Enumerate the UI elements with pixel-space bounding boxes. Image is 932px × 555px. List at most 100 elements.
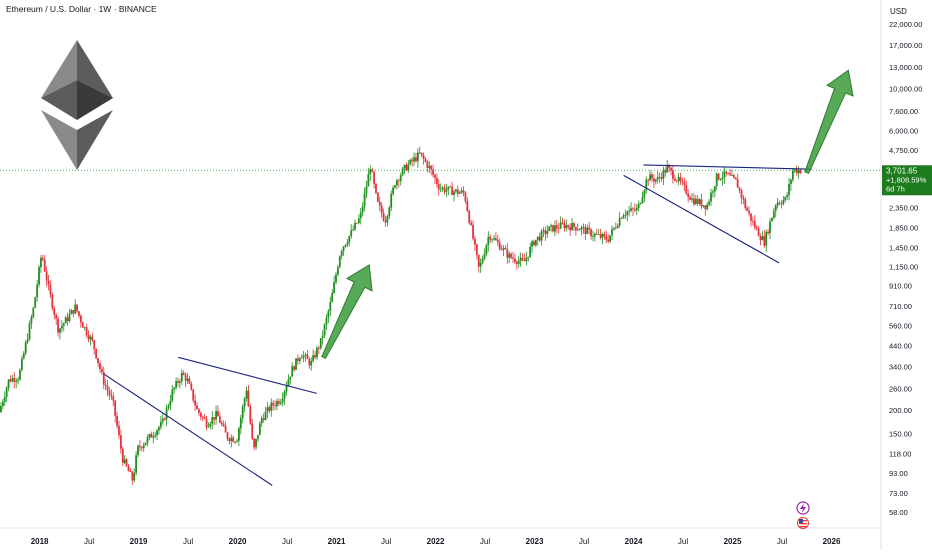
candle-body <box>213 417 216 420</box>
candle-body <box>736 179 739 188</box>
price-tick-label: 200.00 <box>889 406 912 415</box>
candle-body <box>664 170 667 173</box>
candle-body <box>742 197 745 200</box>
candle-body <box>186 378 189 381</box>
candle-body <box>184 374 187 381</box>
candle-body <box>586 227 589 234</box>
candle-body <box>74 304 77 314</box>
candle-body <box>175 381 177 388</box>
trendline[interactable] <box>178 356 317 394</box>
candle-body <box>59 328 61 333</box>
candle-body <box>386 216 389 223</box>
candle-body <box>289 376 292 380</box>
candle-body <box>470 222 473 225</box>
price-axis[interactable]: 22,000.00 17,000.00 13,000.00 10,000.00 7,60… <box>889 20 922 517</box>
candle-body <box>369 169 372 175</box>
candle-body <box>62 323 65 326</box>
candle-body <box>287 379 290 387</box>
candle-body <box>675 180 678 182</box>
candle-body <box>333 282 335 293</box>
time-axis[interactable]: 2018 Jul 2019 Jul 2020 Jul 2021 Jul 2022 Jul 2023 J… <box>31 537 841 546</box>
candle-body <box>222 424 225 427</box>
candle-body <box>340 251 343 257</box>
candle-body <box>112 396 115 401</box>
candle-body <box>487 236 490 246</box>
candle-body <box>679 177 682 182</box>
candle-body <box>91 336 94 341</box>
candle-body <box>708 201 711 205</box>
price-tick-label: 2,350.00 <box>889 204 918 213</box>
candle-body <box>384 220 387 223</box>
candle-body <box>624 214 627 216</box>
candle-body <box>51 294 54 309</box>
candle-body <box>24 342 27 354</box>
candle-body <box>734 177 737 180</box>
candle-body <box>681 181 684 182</box>
candle-body <box>765 231 768 246</box>
candle-body <box>123 459 126 463</box>
candle-body <box>198 409 200 413</box>
candle-body <box>774 205 777 212</box>
candle-body <box>687 193 690 198</box>
candle-body <box>253 438 256 448</box>
candle-body <box>717 173 720 180</box>
arrow-up-shape[interactable] <box>321 264 373 359</box>
candle-body <box>22 353 25 359</box>
candle-body <box>437 184 440 190</box>
candle-body <box>757 228 760 237</box>
candle-body <box>590 229 592 237</box>
price-tick-label: 4,750.00 <box>889 146 918 155</box>
trendline[interactable] <box>643 164 812 170</box>
flash-icon[interactable] <box>796 501 810 515</box>
candle-body <box>592 236 594 237</box>
candle-body <box>0 405 2 413</box>
candle-body <box>257 434 259 440</box>
candle-body <box>89 336 92 340</box>
candle-body <box>740 189 743 198</box>
candle-body <box>769 221 771 234</box>
candle-body <box>118 425 120 436</box>
candle-body <box>354 222 356 230</box>
candle-body <box>694 198 697 205</box>
candle-body <box>536 236 539 240</box>
us-flag-icon[interactable] <box>797 517 809 529</box>
candle-body <box>731 175 733 176</box>
price-tick-label: 1,850.00 <box>889 223 918 232</box>
candle-body <box>771 217 773 222</box>
candle-body <box>148 434 151 438</box>
candle-body <box>791 170 794 180</box>
candle-body <box>761 236 764 240</box>
candles-group <box>0 146 802 485</box>
candle-body <box>156 430 158 436</box>
candle-body <box>234 441 236 443</box>
candle-body <box>70 310 73 315</box>
candle-body <box>637 203 640 208</box>
trendline[interactable] <box>623 174 780 264</box>
candle-body <box>491 239 493 241</box>
candle-body <box>55 314 58 319</box>
candle-body <box>449 186 452 188</box>
candle-body <box>599 233 602 238</box>
candle-body <box>64 317 67 324</box>
candle-body <box>270 402 273 411</box>
candle-body <box>338 256 341 268</box>
candle-body <box>462 190 465 193</box>
candle-body <box>474 238 476 245</box>
candle-body <box>239 418 242 429</box>
candle-body <box>776 202 779 206</box>
candle-body <box>424 158 427 162</box>
candle-body <box>651 174 653 179</box>
candle-body <box>43 259 46 272</box>
candle-body <box>622 215 625 219</box>
candle-body <box>405 164 408 171</box>
candle-body <box>245 390 248 399</box>
candle-body <box>97 358 99 364</box>
trendline[interactable] <box>103 373 273 486</box>
candle-body <box>298 358 301 362</box>
arrow-up-shape[interactable] <box>804 69 854 174</box>
candle-body <box>725 171 728 174</box>
price-tick-label: 93.00 <box>889 469 908 478</box>
candle-body <box>432 169 434 175</box>
candle-body <box>411 159 414 162</box>
